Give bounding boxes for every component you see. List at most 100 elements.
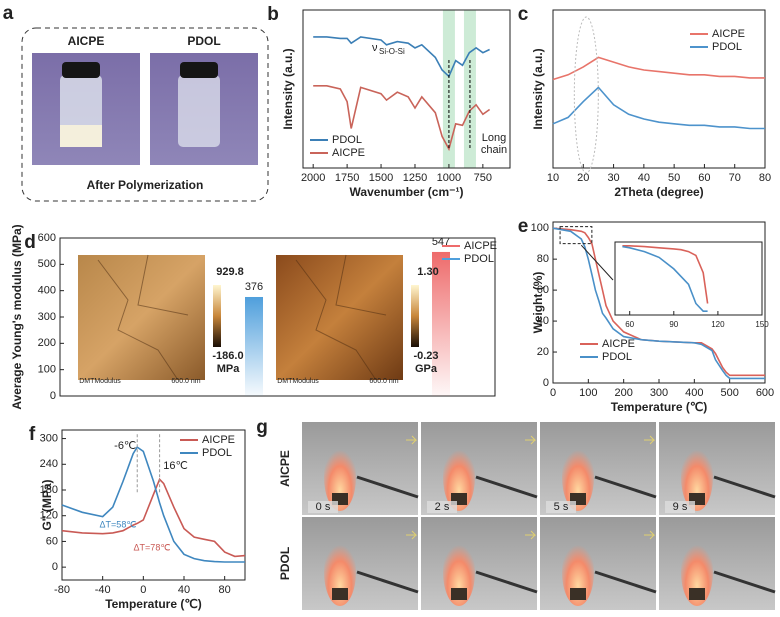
arrow: [525, 435, 537, 445]
time-box: [427, 501, 457, 513]
x-tick-label: 50: [668, 172, 680, 184]
arrow: [525, 530, 537, 540]
panel-label: f: [29, 424, 36, 445]
colorbar-max: 929.8: [216, 266, 244, 278]
tweezers: [475, 570, 538, 594]
x-tick-label: 120: [711, 320, 725, 329]
x-tick-label: 30: [607, 172, 619, 184]
x-axis-label: Temperature (℃): [611, 400, 708, 414]
value-label: 547: [432, 236, 450, 248]
tweezers: [594, 570, 657, 594]
x-tick-label: 40: [178, 584, 190, 596]
x-tick-label: 10: [547, 172, 559, 184]
x-tick-label: -80: [54, 584, 70, 596]
y-axis-label: Weight (%): [531, 272, 545, 334]
colorbar-unit: MPa: [217, 363, 241, 375]
y-tick-label: 240: [40, 458, 58, 470]
image-caption: DMTModulus: [277, 378, 319, 385]
x-tick-label: 1500: [369, 172, 393, 184]
x-axis-label: Temperature (℃): [105, 597, 202, 611]
legend-label: AICPE: [332, 147, 365, 159]
colorbar: [411, 285, 419, 347]
bar: [432, 251, 450, 396]
y-tick-label: 40: [537, 315, 549, 327]
panel-label: b: [267, 4, 279, 25]
scale-label: 600.0 nm: [369, 378, 398, 385]
highlight-band: [463, 10, 476, 168]
legend-label: PDOL: [602, 351, 632, 363]
legend-label: AICPE: [202, 434, 235, 446]
y-tick-label: 600: [38, 232, 56, 244]
arrow: [406, 530, 418, 540]
image-caption: DMTModulus: [79, 378, 121, 385]
time-label: 2 s: [435, 501, 450, 513]
annotation: 16℃: [163, 460, 188, 472]
x-tick-label: 80: [219, 584, 231, 596]
x-tick-label: 750: [474, 172, 492, 184]
zoom-box: [559, 226, 593, 245]
x-tick-label: 1250: [403, 172, 427, 184]
x-tick-label: 60: [625, 320, 634, 329]
zoom-arrow: [580, 244, 614, 281]
x-tick-label: 500: [720, 387, 738, 399]
highlight-band: [442, 10, 455, 168]
note: Long: [482, 132, 506, 144]
series-line: [622, 245, 709, 304]
x-tick-label: 40: [638, 172, 650, 184]
panel-label: c: [518, 4, 529, 25]
panel-a: [21, 27, 269, 202]
scale-label: 600.0 nm: [171, 378, 200, 385]
series-line: [552, 227, 765, 377]
inset-bg: [615, 242, 762, 315]
photo: [540, 517, 656, 610]
annotation: -6℃: [114, 440, 136, 452]
dashed-box: [21, 27, 269, 202]
plot-frame: [302, 9, 511, 169]
colorbar-max: 1.30: [417, 266, 438, 278]
photo: [659, 422, 775, 515]
y-axis-label: Intensity (a.u.): [531, 48, 545, 129]
row-label: PDOL: [278, 547, 292, 580]
plot-frame: [614, 241, 763, 316]
afm-texture: [295, 254, 387, 381]
x-tick-label: 600: [756, 387, 774, 399]
y-tick-label: 300: [40, 432, 58, 444]
time-label: 5 s: [554, 501, 569, 513]
photo: [540, 422, 656, 515]
arrow: [406, 435, 418, 445]
legend-label: AICPE: [602, 338, 635, 350]
colorbar-unit: GPa: [415, 363, 438, 375]
arrow: [644, 530, 656, 540]
y-axis-label: Intensity (a.u.): [281, 48, 295, 129]
photo: [302, 422, 418, 515]
y-tick-label: 0: [543, 377, 549, 389]
annotation: ΔT=58℃: [100, 519, 137, 529]
tweezers: [713, 475, 776, 499]
panel-label: g: [256, 417, 268, 438]
photo-label: AICPE: [68, 34, 105, 48]
x-tick-label: 60: [698, 172, 710, 184]
caption: After Polymerization: [87, 178, 204, 192]
afm-texture: [97, 254, 189, 381]
y-tick-label: 200: [38, 337, 56, 349]
legend-label: AICPE: [464, 240, 497, 252]
series-line: [313, 36, 490, 78]
y-tick-label: 60: [537, 284, 549, 296]
photo: [659, 517, 775, 610]
annotation: ΔT=78℃: [134, 542, 171, 552]
x-tick-label: 100: [579, 387, 597, 399]
x-tick-label: 400: [685, 387, 703, 399]
x-tick-label: 2000: [301, 172, 325, 184]
y-tick-label: 80: [537, 253, 549, 265]
vial: [178, 75, 220, 147]
legend-label: PDOL: [332, 134, 362, 146]
x-tick-label: 300: [650, 387, 668, 399]
burner: [570, 588, 586, 600]
series-line: [313, 85, 491, 152]
series-line: [552, 56, 765, 81]
photo: [421, 517, 537, 610]
colorbar-min: -0.23: [413, 350, 438, 362]
tweezers: [713, 570, 776, 594]
series-line: [622, 245, 708, 312]
legend-label: PDOL: [464, 253, 494, 265]
